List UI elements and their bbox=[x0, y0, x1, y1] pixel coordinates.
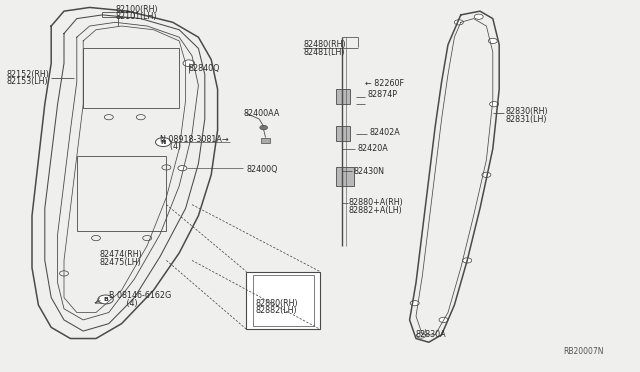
Text: 82402A: 82402A bbox=[370, 128, 401, 137]
Text: 82420A: 82420A bbox=[357, 144, 388, 153]
Text: N 08918-3081A→: N 08918-3081A→ bbox=[160, 135, 228, 144]
Bar bbox=[336, 89, 350, 104]
Circle shape bbox=[490, 102, 499, 107]
Text: 82152(RH): 82152(RH) bbox=[6, 70, 49, 79]
Circle shape bbox=[488, 38, 497, 44]
Bar bbox=[253, 275, 314, 326]
Circle shape bbox=[454, 20, 463, 25]
Circle shape bbox=[474, 14, 483, 19]
Text: 82880+A(RH): 82880+A(RH) bbox=[349, 198, 404, 207]
Bar bbox=[261, 138, 270, 143]
Text: 82840Q: 82840Q bbox=[189, 64, 220, 73]
Text: B: B bbox=[103, 297, 108, 302]
Text: 82830A: 82830A bbox=[416, 330, 447, 339]
Text: 82830(RH): 82830(RH) bbox=[506, 107, 548, 116]
Circle shape bbox=[482, 172, 491, 177]
Text: 82153(LH): 82153(LH) bbox=[6, 77, 48, 86]
Circle shape bbox=[178, 166, 187, 171]
Text: 82882(LH): 82882(LH) bbox=[256, 306, 298, 315]
Text: N: N bbox=[161, 140, 166, 145]
Text: 82481(LH): 82481(LH) bbox=[304, 48, 346, 57]
Circle shape bbox=[463, 258, 472, 263]
Circle shape bbox=[156, 138, 171, 147]
Text: B 08146-6162G: B 08146-6162G bbox=[109, 291, 171, 300]
Bar bbox=[77, 156, 166, 231]
Text: 82400Q: 82400Q bbox=[246, 165, 278, 174]
Bar bbox=[336, 126, 350, 141]
Circle shape bbox=[410, 301, 419, 306]
Text: 82882+A(LH): 82882+A(LH) bbox=[349, 206, 403, 215]
Text: 82101(LH): 82101(LH) bbox=[115, 12, 157, 21]
Text: (4): (4) bbox=[160, 142, 181, 151]
Circle shape bbox=[417, 333, 426, 338]
Text: 82100(RH): 82100(RH) bbox=[115, 5, 158, 14]
Text: 82874P: 82874P bbox=[368, 90, 398, 99]
Circle shape bbox=[183, 60, 195, 67]
Text: 82400AA: 82400AA bbox=[243, 109, 280, 118]
Circle shape bbox=[439, 317, 448, 323]
Text: ← 82260F: ← 82260F bbox=[365, 79, 404, 88]
Text: 82880(RH): 82880(RH) bbox=[256, 299, 299, 308]
Text: 82831(LH): 82831(LH) bbox=[506, 115, 547, 124]
Bar bbox=[83, 48, 179, 108]
Text: 82474(RH): 82474(RH) bbox=[99, 250, 142, 259]
Text: 82475(LH): 82475(LH) bbox=[99, 258, 141, 267]
Text: RB20007N: RB20007N bbox=[563, 347, 604, 356]
Bar bbox=[246, 272, 320, 329]
Bar bbox=[336, 167, 354, 186]
Circle shape bbox=[260, 125, 268, 130]
Circle shape bbox=[98, 295, 113, 304]
Text: 82430N: 82430N bbox=[354, 167, 385, 176]
Text: 82480(RH): 82480(RH) bbox=[304, 40, 347, 49]
Text: (4): (4) bbox=[109, 299, 138, 308]
